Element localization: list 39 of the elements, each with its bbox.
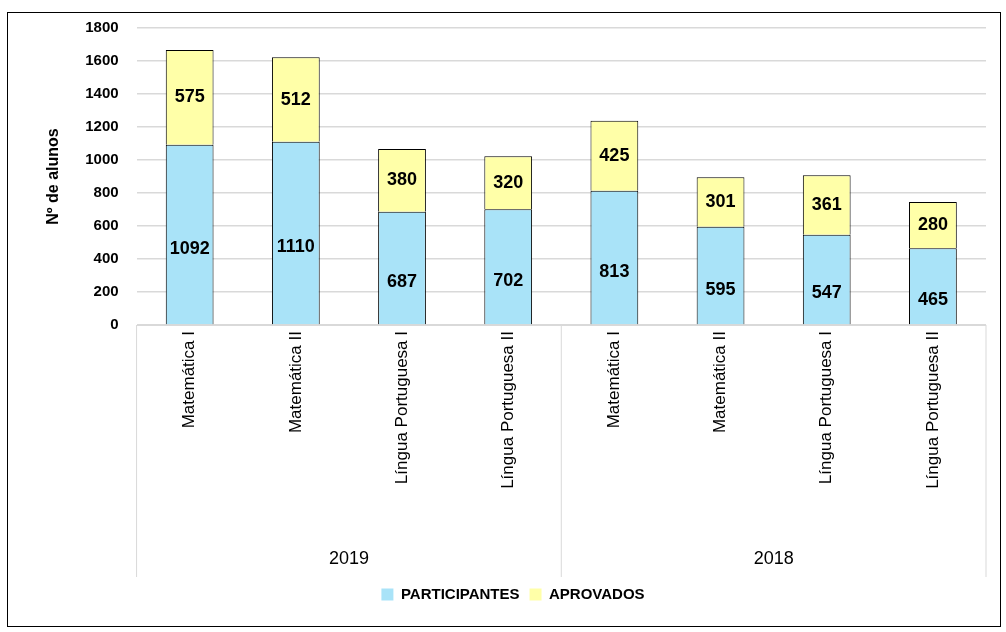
- data-label: 702: [493, 269, 524, 290]
- y-tick-label: 600: [93, 216, 119, 234]
- data-label: 547: [811, 282, 842, 303]
- y-tick-label: 1200: [85, 117, 119, 135]
- data-label: 361: [811, 193, 842, 214]
- data-label: 465: [917, 289, 948, 310]
- y-tick-label: 200: [93, 282, 119, 300]
- y-tick-label: 1800: [85, 18, 119, 36]
- y-tick-label: 1000: [85, 150, 119, 168]
- x-tick-label: Língua Portuguesa I: [816, 331, 836, 485]
- x-tick-label: Matemática II: [285, 331, 305, 434]
- x-tick-label: Língua Portuguesa I: [391, 331, 411, 485]
- y-axis-title: Nº de alunos: [44, 128, 62, 225]
- legend-label: APROVADOS: [549, 584, 645, 602]
- data-label: 687: [386, 270, 418, 291]
- data-label: 1110: [276, 236, 315, 257]
- x-tick-label: Língua Portuguesa II: [922, 331, 942, 489]
- text: 2019: [328, 547, 369, 568]
- y-tick-label: 800: [93, 183, 119, 201]
- data-label: 1092: [169, 237, 210, 258]
- y-tick-label: 400: [93, 249, 119, 267]
- x-tick-label: Língua Portuguesa II: [497, 331, 517, 489]
- y-tick-label: 1600: [85, 51, 119, 69]
- data-label: 320: [493, 171, 524, 192]
- data-label: 380: [386, 169, 418, 190]
- y-tick-label: 1400: [85, 84, 119, 102]
- data-label: 425: [599, 144, 630, 165]
- y-tick-label: 0: [110, 315, 119, 333]
- data-label: 595: [705, 278, 736, 299]
- x-tick-label: Matemática I: [604, 331, 624, 429]
- data-label: 301: [705, 190, 736, 211]
- legend-label: PARTICIPANTES: [400, 584, 520, 602]
- data-label: 512: [280, 88, 311, 109]
- data-label: 813: [599, 260, 630, 281]
- data-label: 280: [917, 214, 948, 235]
- x-tick-label: Matemática II: [710, 331, 730, 434]
- text: 2018: [753, 547, 794, 568]
- x-tick-label: Matemática I: [179, 331, 199, 429]
- data-label: 575: [174, 86, 205, 107]
